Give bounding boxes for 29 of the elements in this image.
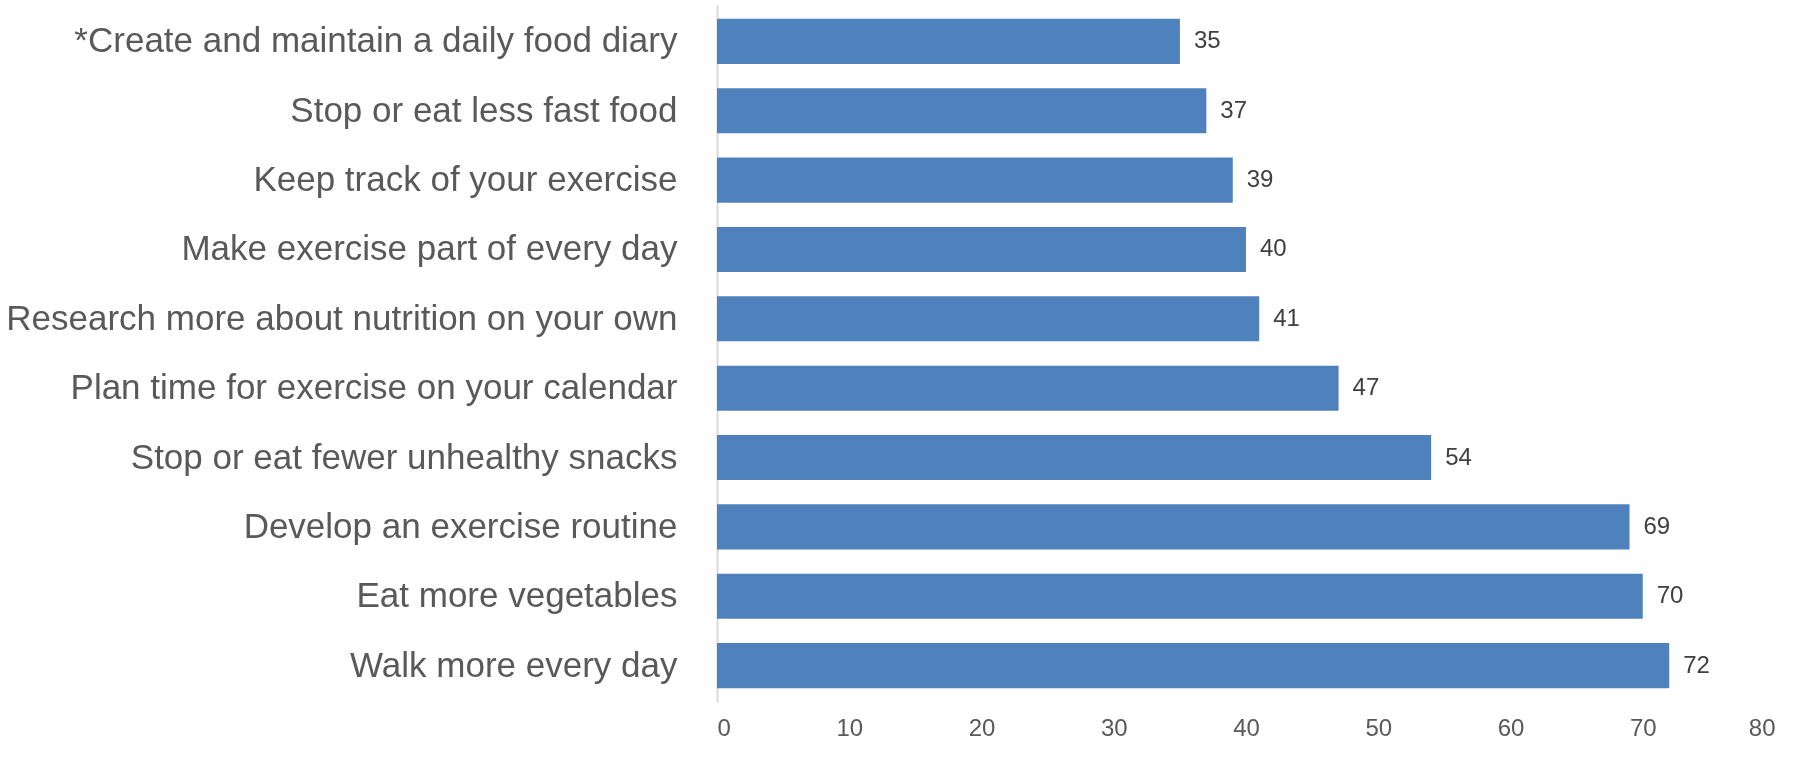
y-tick-label: Keep track of your exercise (253, 159, 678, 199)
data-label: 40 (1260, 234, 1287, 262)
data-label: 35 (1193, 26, 1221, 54)
x-tick-label: 60 (1497, 713, 1525, 741)
y-tick-label: Develop an exercise routine (243, 505, 678, 545)
x-tick-label: 10 (836, 713, 864, 741)
data-label: 72 (1683, 650, 1710, 678)
x-tick-label: 70 (1629, 713, 1657, 741)
y-tick-label: Stop or eat fewer unhealthy snacks (130, 436, 678, 476)
data-label: 54 (1445, 442, 1472, 470)
x-tick-label: 30 (1100, 713, 1128, 741)
y-tick-label: Stop or eat less fast food (290, 89, 678, 129)
data-label: 70 (1656, 581, 1684, 609)
data-label: 41 (1273, 303, 1300, 331)
x-tick-label: 50 (1365, 713, 1393, 741)
y-tick-label: Research more about nutrition on your own (6, 297, 678, 337)
x-tick-label: 0 (717, 713, 731, 741)
data-label: 39 (1246, 165, 1274, 193)
x-tick-label: 40 (1233, 713, 1260, 741)
y-tick-label: Eat more vegetables (356, 575, 678, 615)
data-label: 69 (1643, 511, 1671, 539)
data-label: 37 (1220, 95, 1248, 123)
x-tick-label: 80 (1748, 713, 1776, 741)
y-tick-label: *Create and maintain a daily food diary (74, 20, 678, 60)
x-tick-label: 20 (968, 713, 996, 741)
y-tick-label: Make exercise part of every day (181, 228, 678, 268)
data-label: 47 (1352, 373, 1380, 401)
y-tick-label: Walk more every day (350, 644, 678, 684)
y-tick-label: Plan time for exercise on your calendar (70, 367, 678, 407)
